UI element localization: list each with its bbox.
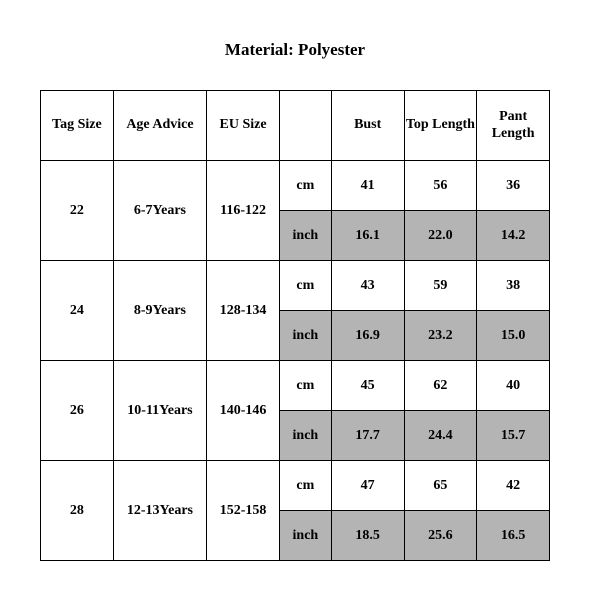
- col-top-length: Top Length: [404, 91, 477, 161]
- cell-unit-inch: inch: [279, 211, 331, 261]
- cell-unit-cm: cm: [279, 161, 331, 211]
- cell-unit-inch: inch: [279, 311, 331, 361]
- table-row: 248-9Years128-134cm435938: [41, 261, 550, 311]
- cell-pant_length: 36: [477, 161, 550, 211]
- cell-age-advice: 8-9Years: [113, 261, 206, 361]
- size-table: Tag Size Age Advice EU Size Bust Top Len…: [40, 90, 550, 561]
- table-row: 2610-11Years140-146cm456240: [41, 361, 550, 411]
- cell-bust: 43: [331, 261, 404, 311]
- cell-tag-size: 24: [41, 261, 114, 361]
- table-row: 226-7Years116-122cm415636: [41, 161, 550, 211]
- cell-top_length: 24.4: [404, 411, 477, 461]
- cell-pant_length: 15.0: [477, 311, 550, 361]
- col-age-advice: Age Advice: [113, 91, 206, 161]
- cell-top_length: 22.0: [404, 211, 477, 261]
- cell-bust: 41: [331, 161, 404, 211]
- cell-bust: 47: [331, 461, 404, 511]
- page: Material: Polyester Tag Size Age Advice …: [0, 0, 600, 581]
- cell-top_length: 59: [404, 261, 477, 311]
- cell-top_length: 65: [404, 461, 477, 511]
- cell-tag-size: 22: [41, 161, 114, 261]
- cell-pant_length: 42: [477, 461, 550, 511]
- cell-eu-size: 152-158: [207, 461, 280, 561]
- table-body: 226-7Years116-122cm415636inch16.122.014.…: [41, 161, 550, 561]
- col-bust: Bust: [331, 91, 404, 161]
- cell-eu-size: 116-122: [207, 161, 280, 261]
- cell-bust: 45: [331, 361, 404, 411]
- col-pant-length: Pant Length: [477, 91, 550, 161]
- cell-unit-cm: cm: [279, 361, 331, 411]
- cell-age-advice: 6-7Years: [113, 161, 206, 261]
- col-eu-size: EU Size: [207, 91, 280, 161]
- cell-eu-size: 140-146: [207, 361, 280, 461]
- col-unit: [279, 91, 331, 161]
- cell-age-advice: 10-11Years: [113, 361, 206, 461]
- cell-pant_length: 16.5: [477, 511, 550, 561]
- page-title: Material: Polyester: [40, 40, 550, 60]
- cell-eu-size: 128-134: [207, 261, 280, 361]
- cell-unit-inch: inch: [279, 411, 331, 461]
- cell-unit-cm: cm: [279, 461, 331, 511]
- cell-tag-size: 28: [41, 461, 114, 561]
- cell-bust: 16.1: [331, 211, 404, 261]
- table-row: 2812-13Years152-158cm476542: [41, 461, 550, 511]
- cell-top_length: 62: [404, 361, 477, 411]
- cell-pant_length: 38: [477, 261, 550, 311]
- cell-pant_length: 15.7: [477, 411, 550, 461]
- cell-bust: 17.7: [331, 411, 404, 461]
- col-tag-size: Tag Size: [41, 91, 114, 161]
- cell-tag-size: 26: [41, 361, 114, 461]
- cell-top_length: 23.2: [404, 311, 477, 361]
- cell-pant_length: 40: [477, 361, 550, 411]
- table-header-row: Tag Size Age Advice EU Size Bust Top Len…: [41, 91, 550, 161]
- cell-bust: 18.5: [331, 511, 404, 561]
- cell-top_length: 25.6: [404, 511, 477, 561]
- cell-unit-cm: cm: [279, 261, 331, 311]
- cell-bust: 16.9: [331, 311, 404, 361]
- cell-unit-inch: inch: [279, 511, 331, 561]
- cell-pant_length: 14.2: [477, 211, 550, 261]
- cell-age-advice: 12-13Years: [113, 461, 206, 561]
- cell-top_length: 56: [404, 161, 477, 211]
